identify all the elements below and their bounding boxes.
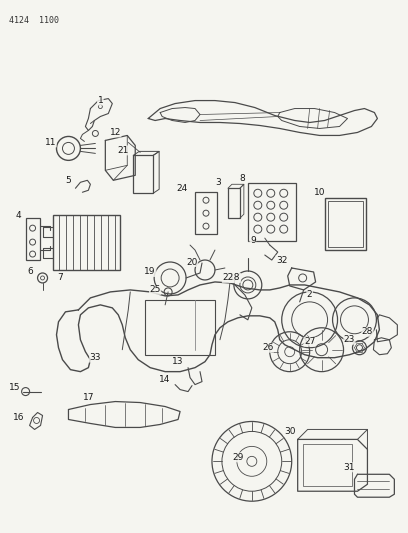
Bar xyxy=(195,192,217,234)
Text: 26: 26 xyxy=(262,343,273,352)
Bar xyxy=(145,300,215,354)
Text: 21: 21 xyxy=(118,146,129,155)
Bar xyxy=(26,218,40,260)
Text: 14: 14 xyxy=(160,375,171,384)
Bar xyxy=(303,445,353,486)
Text: 16: 16 xyxy=(13,413,24,422)
Bar xyxy=(248,183,296,241)
Bar xyxy=(325,198,366,250)
Text: 8: 8 xyxy=(239,174,245,183)
Text: 7: 7 xyxy=(58,273,63,282)
Text: 4: 4 xyxy=(16,211,22,220)
Text: 18: 18 xyxy=(229,273,241,282)
Text: 5: 5 xyxy=(66,176,71,185)
Text: 20: 20 xyxy=(186,257,198,266)
Bar xyxy=(53,215,120,270)
Text: 1: 1 xyxy=(98,96,103,105)
Text: 13: 13 xyxy=(172,357,184,366)
Text: 22: 22 xyxy=(222,273,233,282)
Bar xyxy=(228,188,240,218)
Text: 33: 33 xyxy=(90,353,101,362)
Text: 6: 6 xyxy=(28,268,33,277)
Text: 30: 30 xyxy=(284,427,295,436)
Text: 23: 23 xyxy=(344,335,355,344)
Text: 9: 9 xyxy=(250,236,256,245)
Text: 19: 19 xyxy=(144,268,156,277)
Bar xyxy=(328,201,364,247)
Text: 17: 17 xyxy=(83,393,94,402)
Text: 11: 11 xyxy=(45,138,56,147)
Text: 29: 29 xyxy=(232,453,244,462)
Text: 32: 32 xyxy=(276,255,287,264)
Text: 3: 3 xyxy=(215,178,221,187)
Text: 12: 12 xyxy=(110,128,121,137)
Text: 10: 10 xyxy=(314,188,325,197)
Text: 4124  1100: 4124 1100 xyxy=(9,16,59,25)
Bar xyxy=(133,156,153,193)
Text: 24: 24 xyxy=(176,184,188,193)
Text: 27: 27 xyxy=(304,337,315,346)
Text: 25: 25 xyxy=(149,285,161,294)
Text: 28: 28 xyxy=(362,327,373,336)
Text: 31: 31 xyxy=(344,463,355,472)
Text: 15: 15 xyxy=(9,383,20,392)
Text: 2: 2 xyxy=(307,290,313,300)
